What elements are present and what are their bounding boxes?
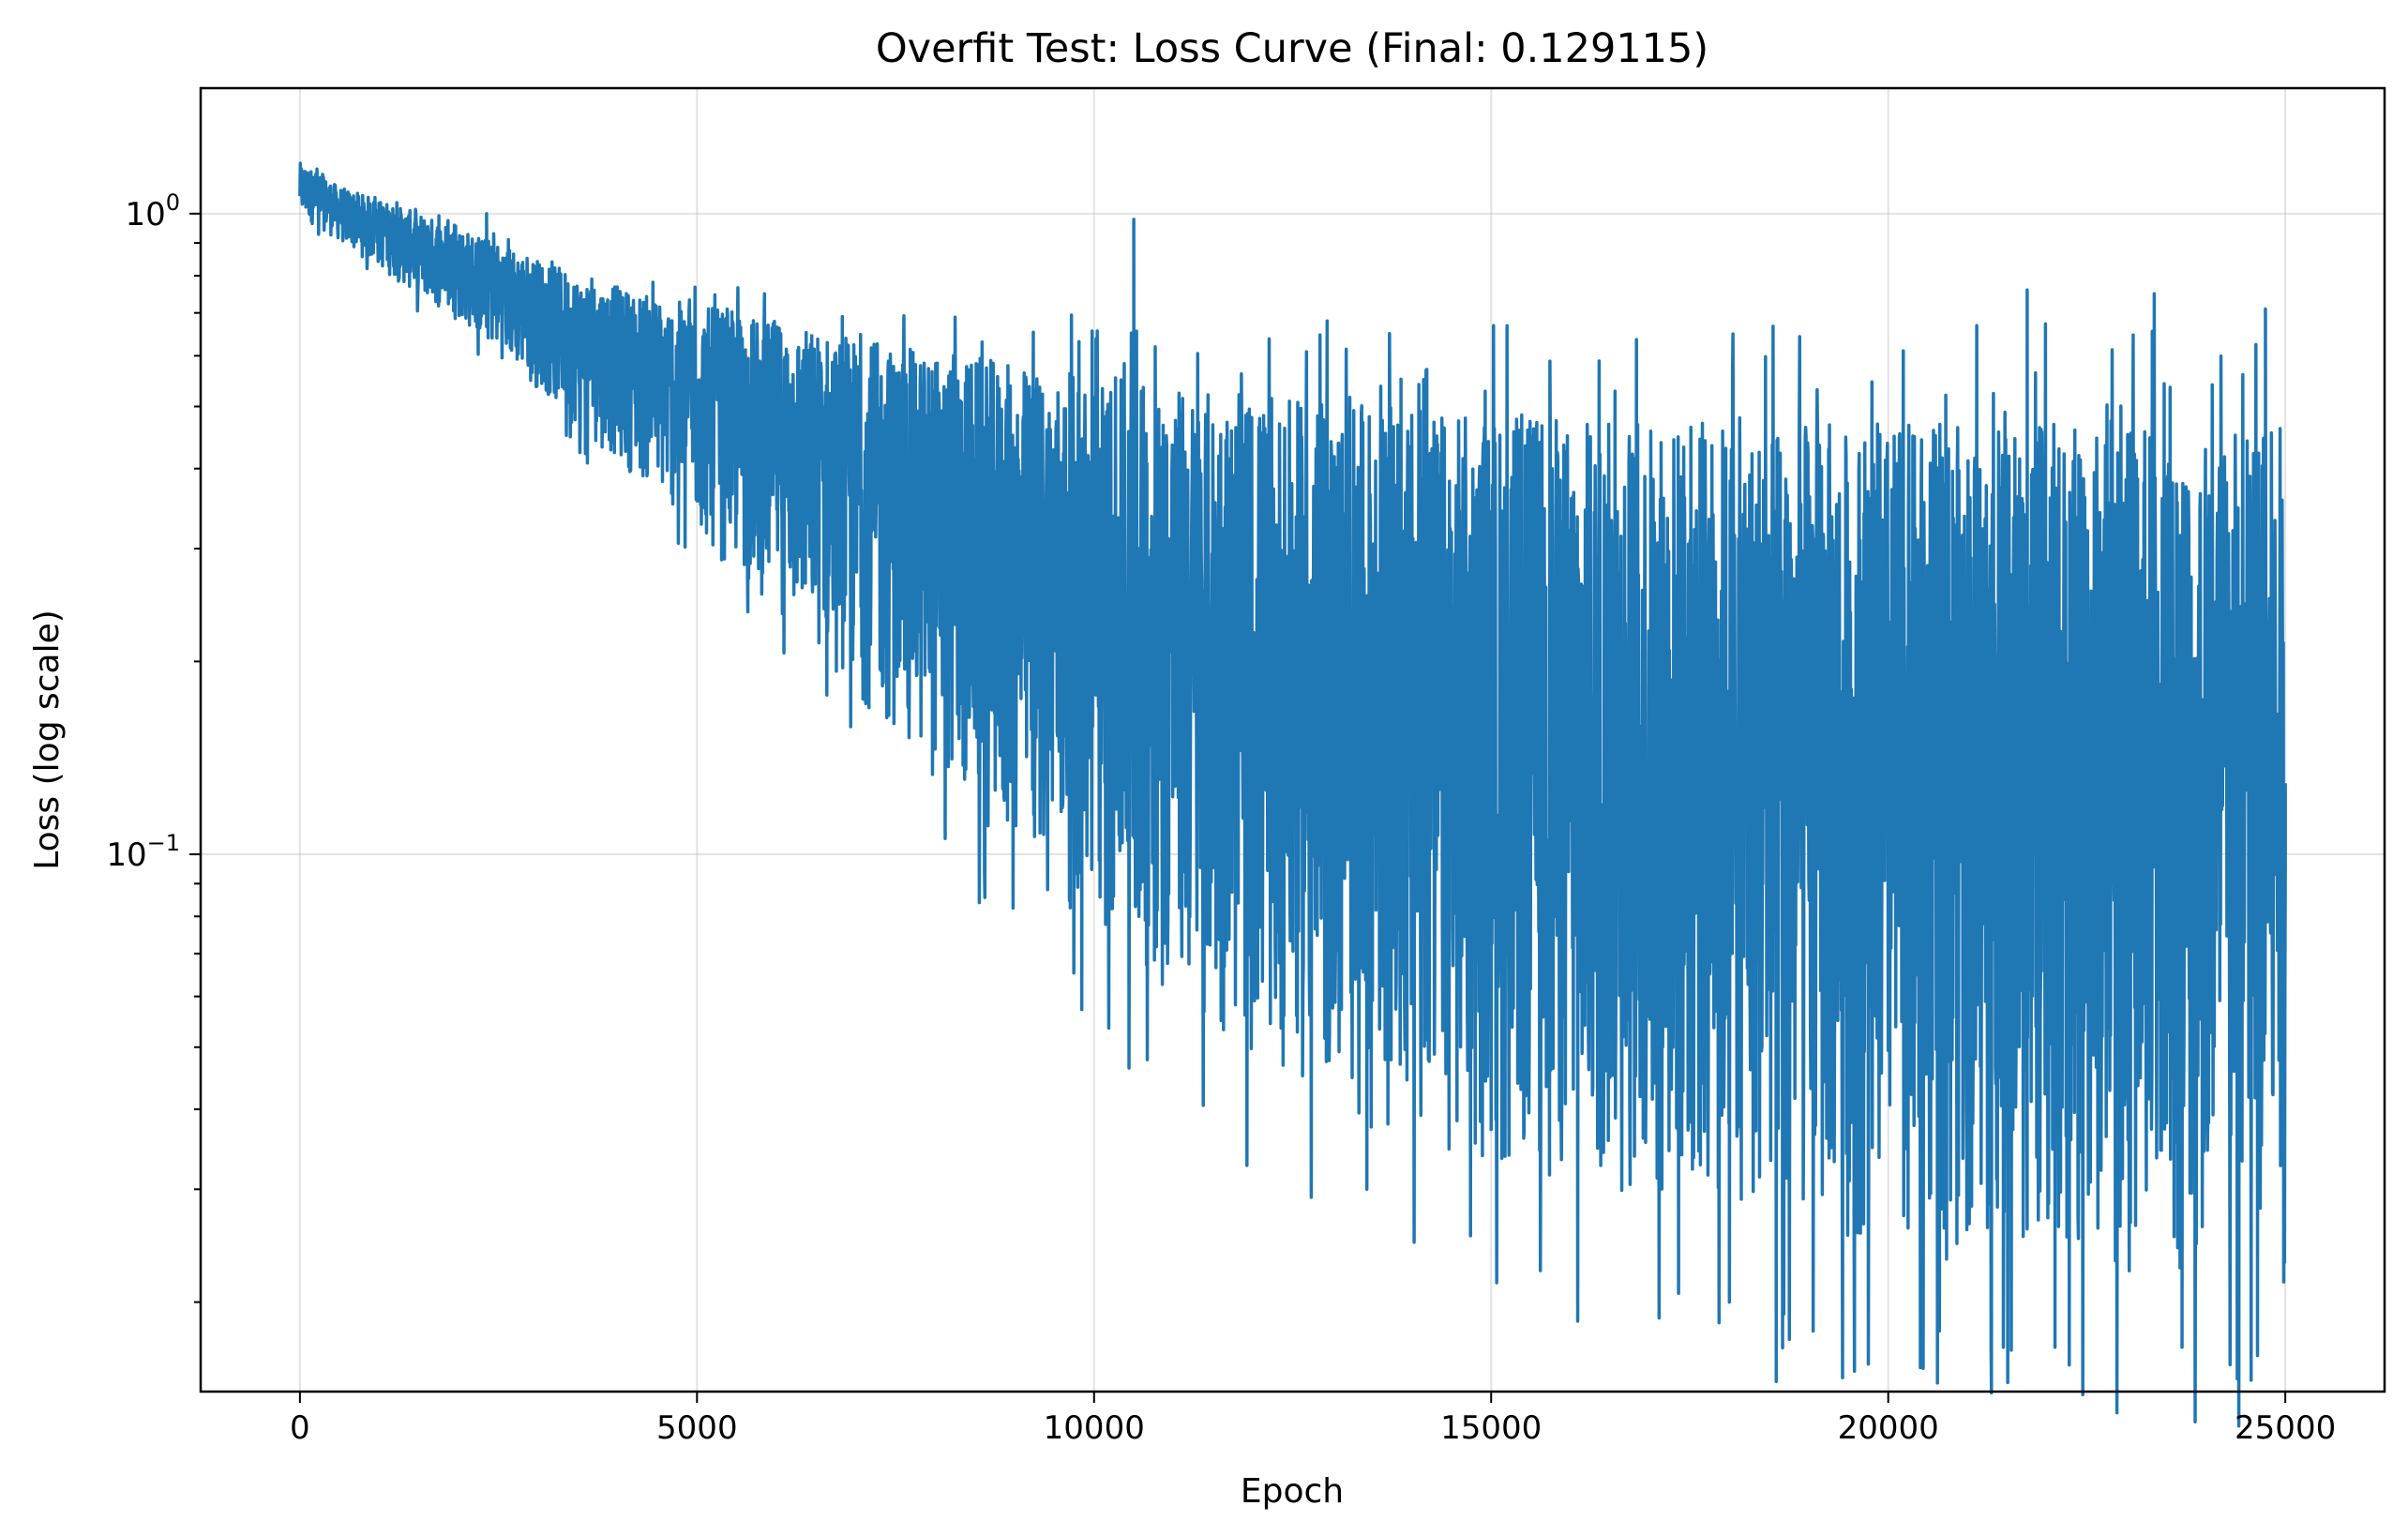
x-tick-label: 5000: [656, 1409, 738, 1447]
y-tick-exponent: 0: [166, 189, 180, 216]
y-tick-exponent: −1: [147, 830, 180, 856]
y-tick-label: 100: [125, 189, 180, 233]
axes-frame: [199, 86, 2386, 1393]
y-tick-base: 10: [106, 836, 146, 874]
x-tick-label: 0: [290, 1409, 310, 1447]
x-axis-label: Epoch: [1241, 1472, 1344, 1511]
y-tick-base: 10: [125, 196, 165, 233]
loss-series-line: [298, 161, 2287, 1428]
x-tick-label: 15000: [1440, 1409, 1542, 1447]
y-axis-label: Loss (log scale): [28, 610, 67, 870]
plot-area: [298, 161, 2287, 1428]
x-tick-label: 25000: [2235, 1409, 2336, 1447]
y-tick-label: 10−1: [106, 830, 180, 874]
chart-title: Overfit Test: Loss Curve (Final: 0.12911…: [876, 25, 1708, 72]
x-axis: 0 5000 10000 15000 20000 25000: [290, 1392, 2336, 1447]
x-tick-label: 20000: [1838, 1409, 1939, 1447]
x-tick-label: 10000: [1044, 1409, 1145, 1447]
